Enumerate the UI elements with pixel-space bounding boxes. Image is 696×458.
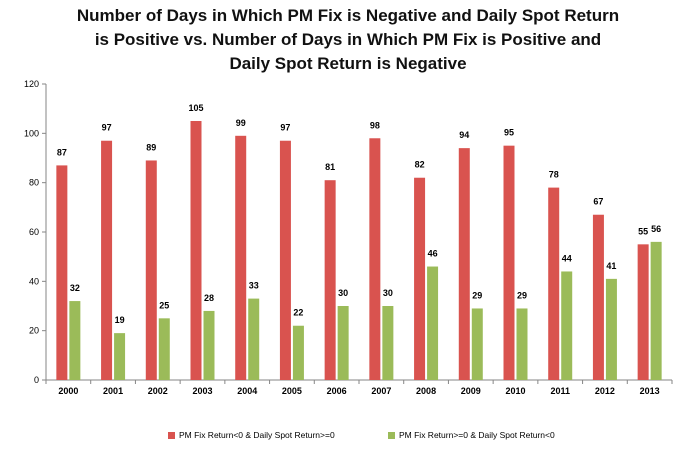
- x-tick-label: 2013: [640, 386, 660, 396]
- data-label-series-2: 44: [562, 253, 572, 263]
- bar-series-2: [114, 333, 126, 380]
- data-label-series-2: 19: [115, 315, 125, 325]
- data-label-series-2: 33: [249, 281, 259, 291]
- bar-series-1: [101, 140, 113, 380]
- legend-label-series-1: PM Fix Return<0 & Daily Spot Return>=0: [179, 430, 335, 440]
- y-tick-label: 20: [29, 326, 39, 336]
- x-tick-label: 2003: [192, 386, 212, 396]
- y-tick-label: 100: [24, 128, 39, 138]
- data-label-series-2: 32: [70, 283, 80, 293]
- chart-title-line-2: is Positive vs. Number of Days in Which …: [94, 30, 602, 49]
- data-label-series-1: 99: [236, 118, 246, 128]
- data-label-series-1: 97: [280, 123, 290, 133]
- y-tick-label: 60: [29, 227, 39, 237]
- legend: PM Fix Return<0 & Daily Spot Return>=0 P…: [0, 430, 696, 446]
- legend-swatch-series-2: [388, 431, 395, 439]
- data-label-series-2: 46: [428, 249, 438, 259]
- bar-series-2: [471, 308, 483, 380]
- data-label-series-1: 67: [593, 197, 603, 207]
- bar-series-1: [369, 138, 381, 380]
- legend-label-series-2: PM Fix Return>=0 & Daily Spot Return<0: [399, 430, 555, 440]
- data-label-series-1: 82: [415, 160, 425, 170]
- x-tick-label: 2005: [282, 386, 302, 396]
- data-label-series-1: 89: [146, 142, 156, 152]
- x-tick-label: 2009: [461, 386, 481, 396]
- legend-swatch-series-1: [168, 431, 175, 439]
- bar-series-2: [203, 310, 215, 380]
- data-label-series-2: 30: [383, 288, 393, 298]
- data-label-series-2: 25: [159, 300, 169, 310]
- legend-item-series-1: PM Fix Return<0 & Daily Spot Return>=0: [168, 430, 335, 440]
- data-label-series-2: 29: [517, 290, 527, 300]
- data-label-series-1: 87: [57, 147, 67, 157]
- bar-series-2: [248, 298, 260, 380]
- x-tick-label: 2001: [103, 386, 123, 396]
- bar-series-2: [650, 241, 662, 380]
- data-label-series-2: 30: [338, 288, 348, 298]
- bar-series-1: [637, 244, 649, 380]
- bar-series-2: [382, 306, 394, 380]
- chart-title: Number of Days in Which PM Fix is Negati…: [0, 4, 696, 76]
- data-label-series-1: 97: [102, 123, 112, 133]
- data-label-series-1: 105: [188, 103, 203, 113]
- bar-series-1: [592, 214, 604, 380]
- bar-series-1: [235, 135, 247, 380]
- bar-series-2: [605, 278, 617, 380]
- data-label-series-2: 28: [204, 293, 214, 303]
- data-label-series-2: 41: [606, 261, 616, 271]
- y-tick-label: 80: [29, 178, 39, 188]
- bar-series-1: [145, 160, 157, 380]
- bar-series-2: [337, 306, 349, 380]
- data-label-series-2: 22: [293, 308, 303, 318]
- data-label-series-1: 94: [459, 130, 469, 140]
- bar-series-2: [69, 301, 81, 380]
- bar-series-1: [56, 165, 68, 380]
- y-tick-label: 120: [24, 79, 39, 89]
- chart-title-line-1: Number of Days in Which PM Fix is Negati…: [76, 6, 620, 25]
- bar-series-1: [190, 121, 202, 380]
- bar-series-1: [458, 148, 470, 380]
- bar-series-2: [158, 318, 170, 380]
- y-tick-label: 40: [29, 276, 39, 286]
- data-label-series-1: 98: [370, 120, 380, 130]
- x-tick-label: 2004: [237, 386, 257, 396]
- x-tick-label: 2008: [416, 386, 436, 396]
- data-label-series-2: 29: [472, 290, 482, 300]
- bar-series-2: [427, 266, 439, 380]
- bar-series-1: [548, 187, 560, 380]
- bar-series-1: [503, 145, 515, 380]
- bar-series-2: [292, 325, 304, 380]
- x-tick-label: 2012: [595, 386, 615, 396]
- x-tick-label: 2006: [327, 386, 347, 396]
- bar-series-2: [516, 308, 528, 380]
- legend-item-series-2: PM Fix Return>=0 & Daily Spot Return<0: [388, 430, 555, 440]
- x-tick-label: 2010: [505, 386, 525, 396]
- data-label-series-1: 81: [325, 162, 335, 172]
- bar-series-1: [279, 140, 291, 380]
- x-tick-label: 2000: [58, 386, 78, 396]
- bar-series-1: [324, 180, 336, 380]
- data-label-series-2: 56: [651, 224, 661, 234]
- bar-series-1: [414, 177, 426, 380]
- chart-title-line-3: Daily Spot Return is Negative: [229, 54, 467, 73]
- data-label-series-1: 78: [549, 170, 559, 180]
- x-tick-label: 2002: [148, 386, 168, 396]
- data-label-series-1: 55: [638, 226, 648, 236]
- data-label-series-1: 95: [504, 128, 514, 138]
- x-tick-label: 2011: [550, 386, 570, 396]
- bar-series-2: [561, 271, 573, 380]
- y-tick-label: 0: [34, 375, 39, 385]
- x-tick-label: 2007: [371, 386, 391, 396]
